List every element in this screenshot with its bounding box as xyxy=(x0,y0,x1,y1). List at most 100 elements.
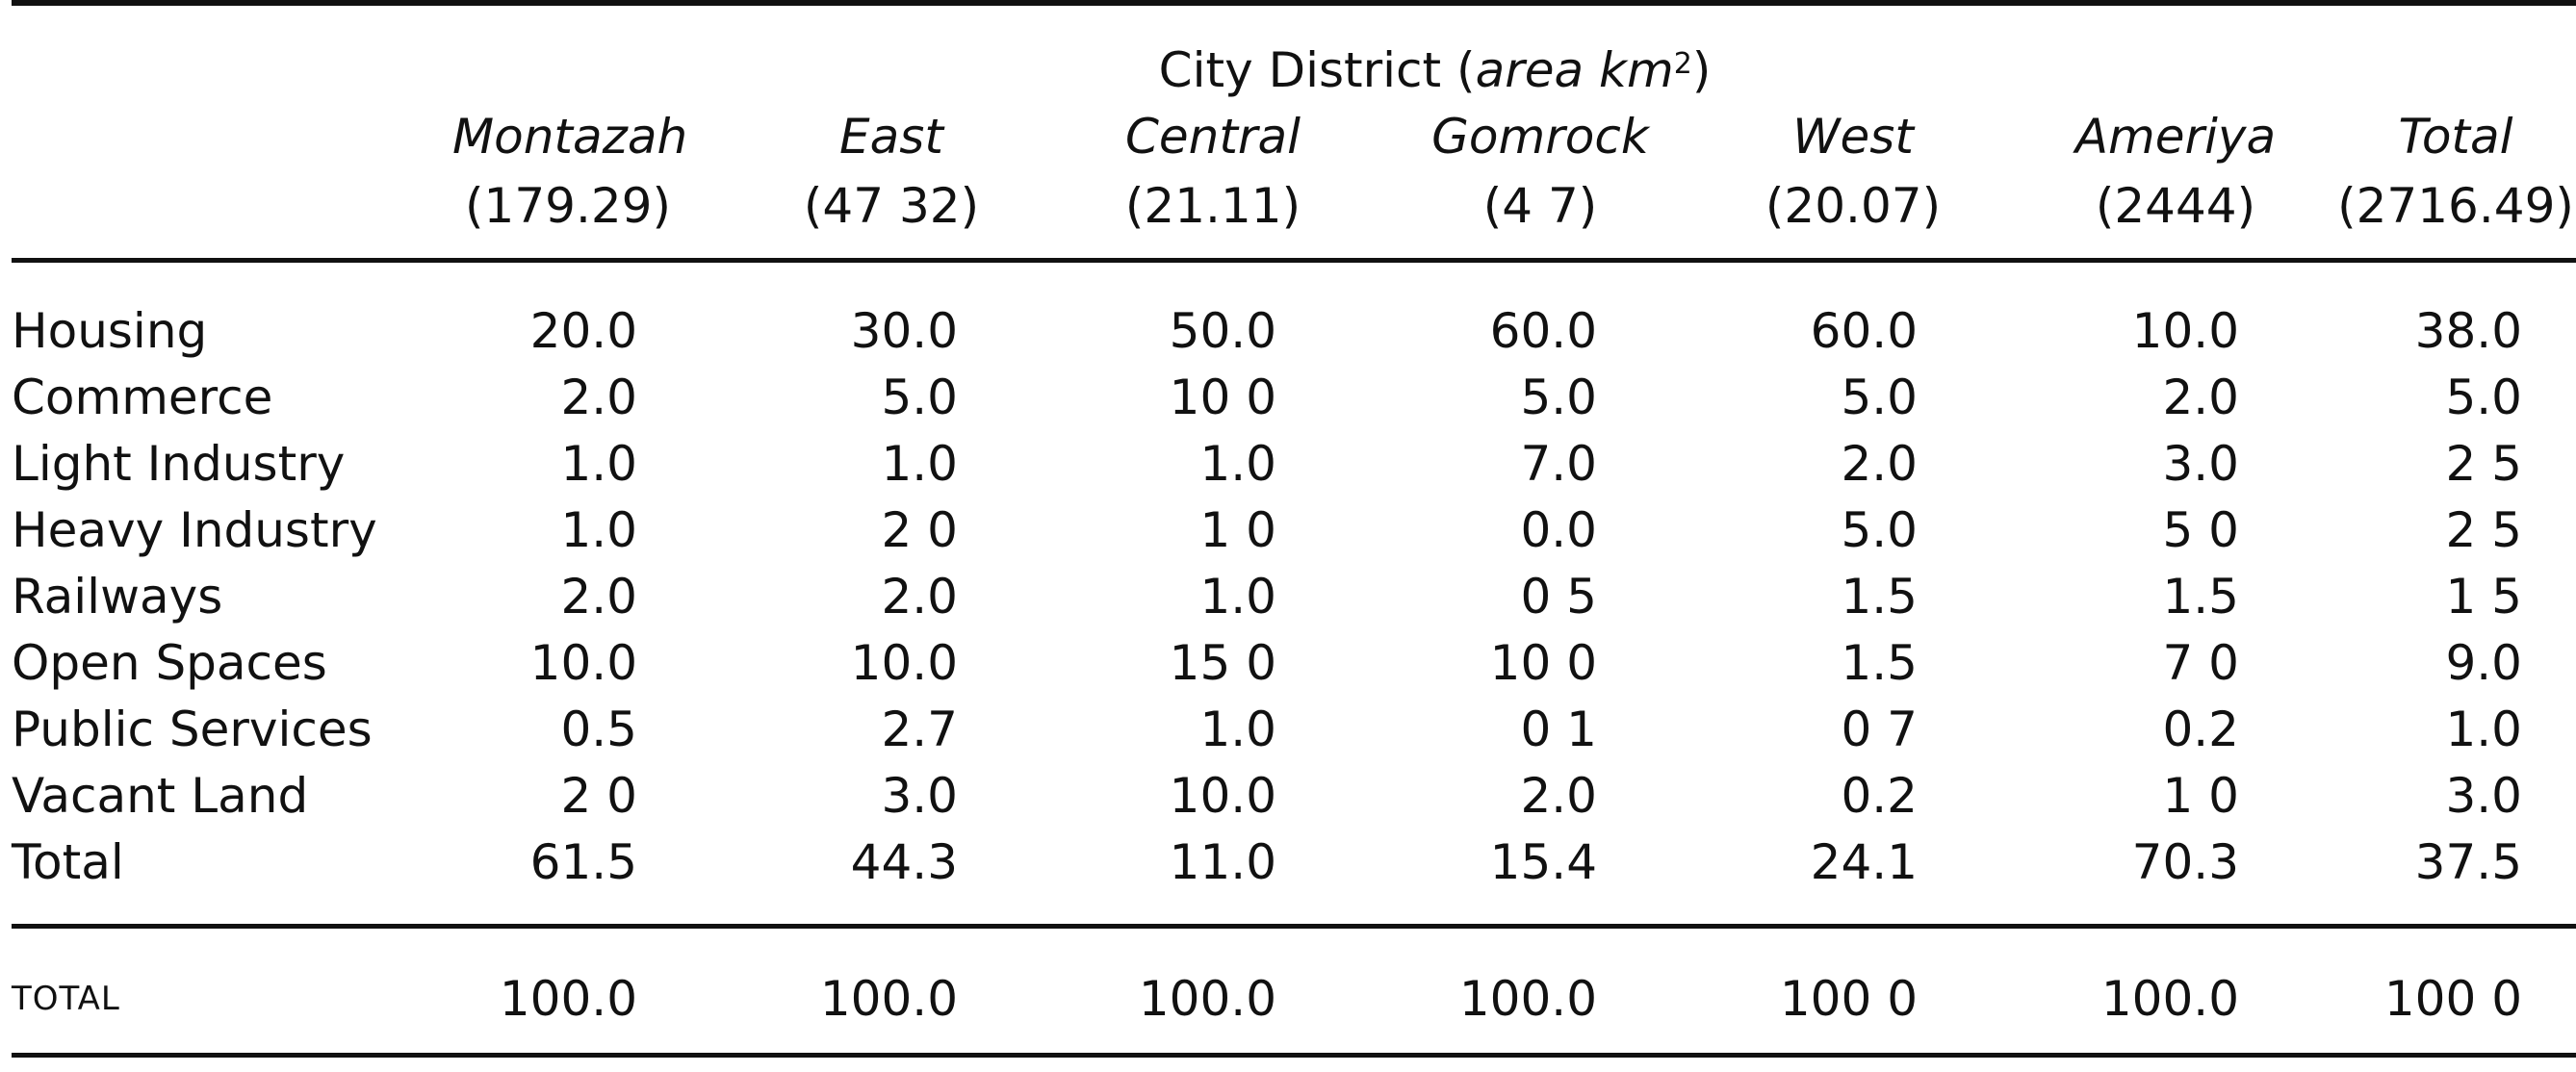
cell-total: 38.0 xyxy=(2414,303,2522,359)
table-row-open-spaces: Open Spaces 10.0 10.0 15 0 10 0 1.5 7 0 … xyxy=(0,630,2576,697)
cell-ameriya: 5 0 xyxy=(2162,502,2239,558)
row-label: Heavy Industry xyxy=(12,502,377,558)
column-header-montazah: Montazah (179.29) xyxy=(452,102,688,241)
column-area: (4 7) xyxy=(1482,178,1598,234)
row-label: Commerce xyxy=(12,370,273,425)
table-row-commerce: Commerce 2.0 5.0 10 0 5.0 5.0 2.0 5.0 xyxy=(0,365,2576,431)
cell-central: 1.0 xyxy=(1199,436,1276,492)
table-row-grand-total: TOTAL 100.0 100.0 100.0 100.0 100 0 100.… xyxy=(0,966,2576,1033)
row-label: Housing xyxy=(12,303,208,359)
table-row-total: Total 61.5 44.3 11.0 15.4 24.1 70.3 37.5 xyxy=(0,830,2576,896)
cell-total: 3.0 xyxy=(2445,768,2522,824)
cell-ameriya: 1 0 xyxy=(2162,768,2239,824)
cell-total: 9.0 xyxy=(2445,635,2522,691)
row-label: Light Industry xyxy=(12,436,346,492)
column-header-west: West (20.07) xyxy=(1747,102,1959,241)
cell-gomrock: 7.0 xyxy=(1520,436,1597,492)
cell-ameriya: 10.0 xyxy=(2131,303,2239,359)
cell-montazah: 10.0 xyxy=(529,635,637,691)
column-spanner-title: City District (area km2) xyxy=(0,37,2576,104)
column-header-ameriya: Ameriya (2444) xyxy=(2070,102,2281,241)
cell-gomrock: 10 0 xyxy=(1489,635,1597,691)
column-name: East xyxy=(839,109,943,165)
bottom-rule xyxy=(12,1053,2576,1058)
column-area: (2444) xyxy=(2095,178,2256,234)
cell-west: 100 0 xyxy=(1779,971,1918,1027)
cell-total: 1.0 xyxy=(2445,702,2522,757)
spanner-text: City District ( xyxy=(1158,42,1476,98)
column-area: (47 32) xyxy=(803,178,980,234)
spanner-superscript: 2 xyxy=(1673,47,1692,81)
table-row-light-industry: Light Industry 1.0 1.0 1.0 7.0 2.0 3.0 2… xyxy=(0,431,2576,498)
cell-ameriya: 2.0 xyxy=(2162,370,2239,425)
table-row-public-services: Public Services 0.5 2.7 1.0 0 1 0 7 0.2 … xyxy=(0,697,2576,763)
cell-total: 5.0 xyxy=(2445,370,2522,425)
cell-gomrock: 5.0 xyxy=(1520,370,1597,425)
header-rule xyxy=(12,258,2576,263)
cell-west: 1.5 xyxy=(1841,635,1918,691)
cell-montazah: 2 0 xyxy=(560,768,637,824)
column-area: (2716.49) xyxy=(2337,178,2574,234)
cell-east: 5.0 xyxy=(881,370,958,425)
column-header-central: Central (21.11) xyxy=(1107,102,1319,241)
cell-total: 2 5 xyxy=(2445,436,2522,492)
cell-montazah: 61.5 xyxy=(529,834,637,890)
cell-central: 100.0 xyxy=(1138,971,1276,1027)
column-name: Central xyxy=(1124,109,1301,165)
cell-montazah: 1.0 xyxy=(560,502,637,558)
cell-west: 24.1 xyxy=(1810,834,1918,890)
cell-central: 10.0 xyxy=(1169,768,1276,824)
spanner-close: ) xyxy=(1691,42,1712,98)
cell-central: 1.0 xyxy=(1199,702,1276,757)
column-area: (20.07) xyxy=(1765,178,1942,234)
cell-central: 15 0 xyxy=(1169,635,1276,691)
cell-montazah: 2.0 xyxy=(560,569,637,625)
cell-central: 1 0 xyxy=(1199,502,1276,558)
cell-montazah: 2.0 xyxy=(560,370,637,425)
row-label: Public Services xyxy=(12,702,373,757)
cell-gomrock: 15.4 xyxy=(1489,834,1597,890)
subtotal-rule xyxy=(12,924,2576,929)
cell-west: 5.0 xyxy=(1841,370,1918,425)
column-name: Total xyxy=(2398,109,2513,165)
cell-montazah: 1.0 xyxy=(560,436,637,492)
cell-gomrock: 100.0 xyxy=(1458,971,1597,1027)
cell-west: 5.0 xyxy=(1841,502,1918,558)
cell-west: 2.0 xyxy=(1841,436,1918,492)
cell-gomrock: 2.0 xyxy=(1520,768,1597,824)
cell-central: 50.0 xyxy=(1169,303,1276,359)
column-header-gomrock: Gomrock (4 7) xyxy=(1425,102,1656,241)
column-name: Ameriya xyxy=(2074,109,2277,165)
row-label: TOTAL xyxy=(12,980,120,1018)
cell-east: 2 0 xyxy=(881,502,958,558)
row-label: Vacant Land xyxy=(12,768,309,824)
table-row-housing: Housing 20.0 30.0 50.0 60.0 60.0 10.0 38… xyxy=(0,298,2576,365)
top-rule xyxy=(12,0,2576,6)
row-label: Open Spaces xyxy=(12,635,327,691)
column-name: Montazah xyxy=(452,109,688,165)
cell-west: 0.2 xyxy=(1841,768,1918,824)
spanner-unit: area km xyxy=(1475,42,1674,98)
cell-east: 3.0 xyxy=(881,768,958,824)
cell-east: 30.0 xyxy=(850,303,958,359)
cell-ameriya: 7 0 xyxy=(2162,635,2239,691)
cell-gomrock: 0 5 xyxy=(1520,569,1597,625)
column-area: (21.11) xyxy=(1124,178,1301,234)
cell-east: 100.0 xyxy=(819,971,958,1027)
column-header-east: East (47 32) xyxy=(786,102,997,241)
column-header-total: Total (2716.49) xyxy=(2335,102,2576,241)
cell-montazah: 0.5 xyxy=(560,702,637,757)
row-label: Total xyxy=(12,834,124,890)
cell-west: 60.0 xyxy=(1810,303,1918,359)
cell-gomrock: 0.0 xyxy=(1520,502,1597,558)
cell-ameriya: 70.3 xyxy=(2131,834,2239,890)
cell-central: 1.0 xyxy=(1199,569,1276,625)
cell-east: 44.3 xyxy=(850,834,958,890)
cell-total: 37.5 xyxy=(2414,834,2522,890)
cell-west: 1.5 xyxy=(1841,569,1918,625)
cell-total: 2 5 xyxy=(2445,502,2522,558)
cell-montazah: 20.0 xyxy=(529,303,637,359)
cell-ameriya: 1.5 xyxy=(2162,569,2239,625)
row-label: Railways xyxy=(12,569,223,625)
column-name: Gomrock xyxy=(1431,109,1649,165)
